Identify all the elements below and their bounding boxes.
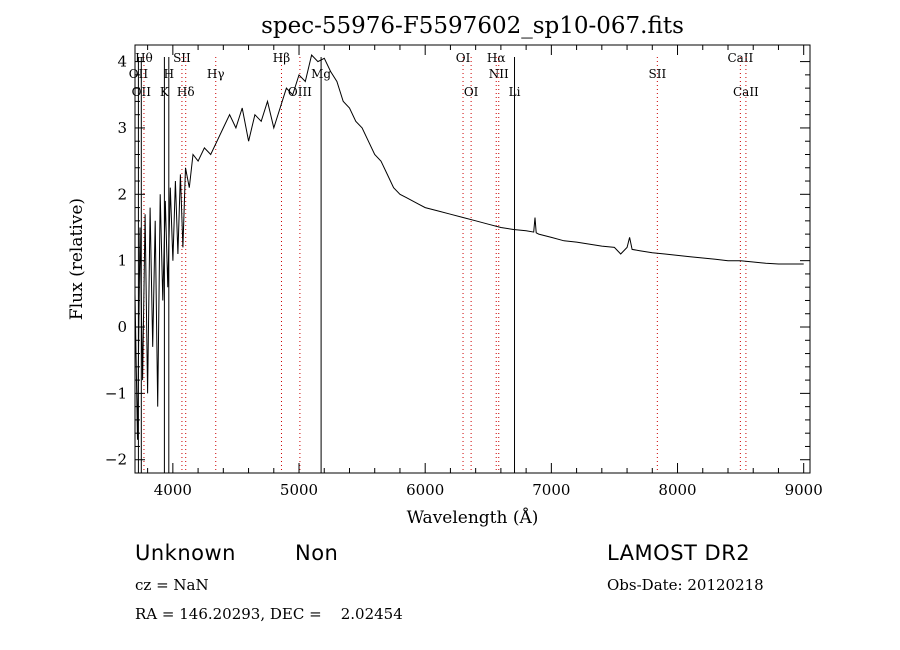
- spectral-line-label: OII: [129, 67, 149, 81]
- spectral-line-label: Hα: [487, 51, 506, 65]
- object-subclass: Non: [295, 541, 339, 565]
- spectral-line-label: OII: [132, 85, 152, 99]
- spectral-line-label: Hθ: [135, 51, 153, 65]
- spectral-line-label: Hδ: [177, 85, 195, 99]
- y-tick-label: −1: [105, 384, 127, 402]
- survey-label: LAMOST DR2: [607, 541, 751, 565]
- x-tick-label: 6000: [406, 481, 444, 499]
- spectral-line-label: Mg: [311, 67, 331, 81]
- cz-label: cz = NaN: [135, 576, 209, 594]
- chart-title: spec-55976-F5597602_sp10-067.fits: [261, 13, 684, 39]
- y-tick-label: 2: [117, 185, 127, 203]
- spectral-line-label: OIII: [288, 85, 312, 99]
- y-axis-label: Flux (relative): [67, 198, 87, 320]
- spectral-line-label: CaII: [727, 51, 753, 65]
- spectral-line-label: K: [160, 85, 170, 99]
- spectral-line-label: Hβ: [273, 51, 290, 65]
- coords-label: RA = 146.20293, DEC = 2.02454: [135, 605, 403, 623]
- x-tick-label: 4000: [154, 481, 192, 499]
- x-tick-label: 5000: [280, 481, 318, 499]
- spectral-line-label: Hγ: [207, 67, 225, 81]
- obs-date-label: Obs-Date: 20120218: [607, 576, 764, 594]
- x-tick-label: 9000: [785, 481, 823, 499]
- spectral-line-label: SII: [648, 67, 666, 81]
- y-tick-label: 1: [117, 252, 127, 270]
- y-tick-label: 0: [117, 318, 127, 336]
- x-tick-label: 8000: [658, 481, 696, 499]
- y-tick-label: 4: [117, 53, 127, 71]
- spectrum-series-line: [134, 53, 804, 440]
- spectral-line-label: NII: [489, 67, 509, 81]
- spectral-line-label: SII: [173, 51, 191, 65]
- y-tick-label: 3: [117, 119, 127, 137]
- spectral-line-label: OI: [464, 85, 479, 99]
- object-class: Unknown: [135, 541, 236, 565]
- spectrum-chart: spec-55976-F5597602_sp10-067.fits 4000 50…: [67, 13, 823, 528]
- y-tick-label: −2: [105, 451, 127, 469]
- plot-frame: [134, 44, 811, 474]
- spectral-line-label: H: [164, 67, 174, 81]
- x-axis-label: Wavelength (Å): [407, 507, 539, 528]
- spectral-line-label: CaII: [733, 85, 759, 99]
- spectral-line-label: OI: [456, 51, 471, 65]
- spectral-line-label: Li: [509, 85, 521, 99]
- x-tick-label: 7000: [532, 481, 570, 499]
